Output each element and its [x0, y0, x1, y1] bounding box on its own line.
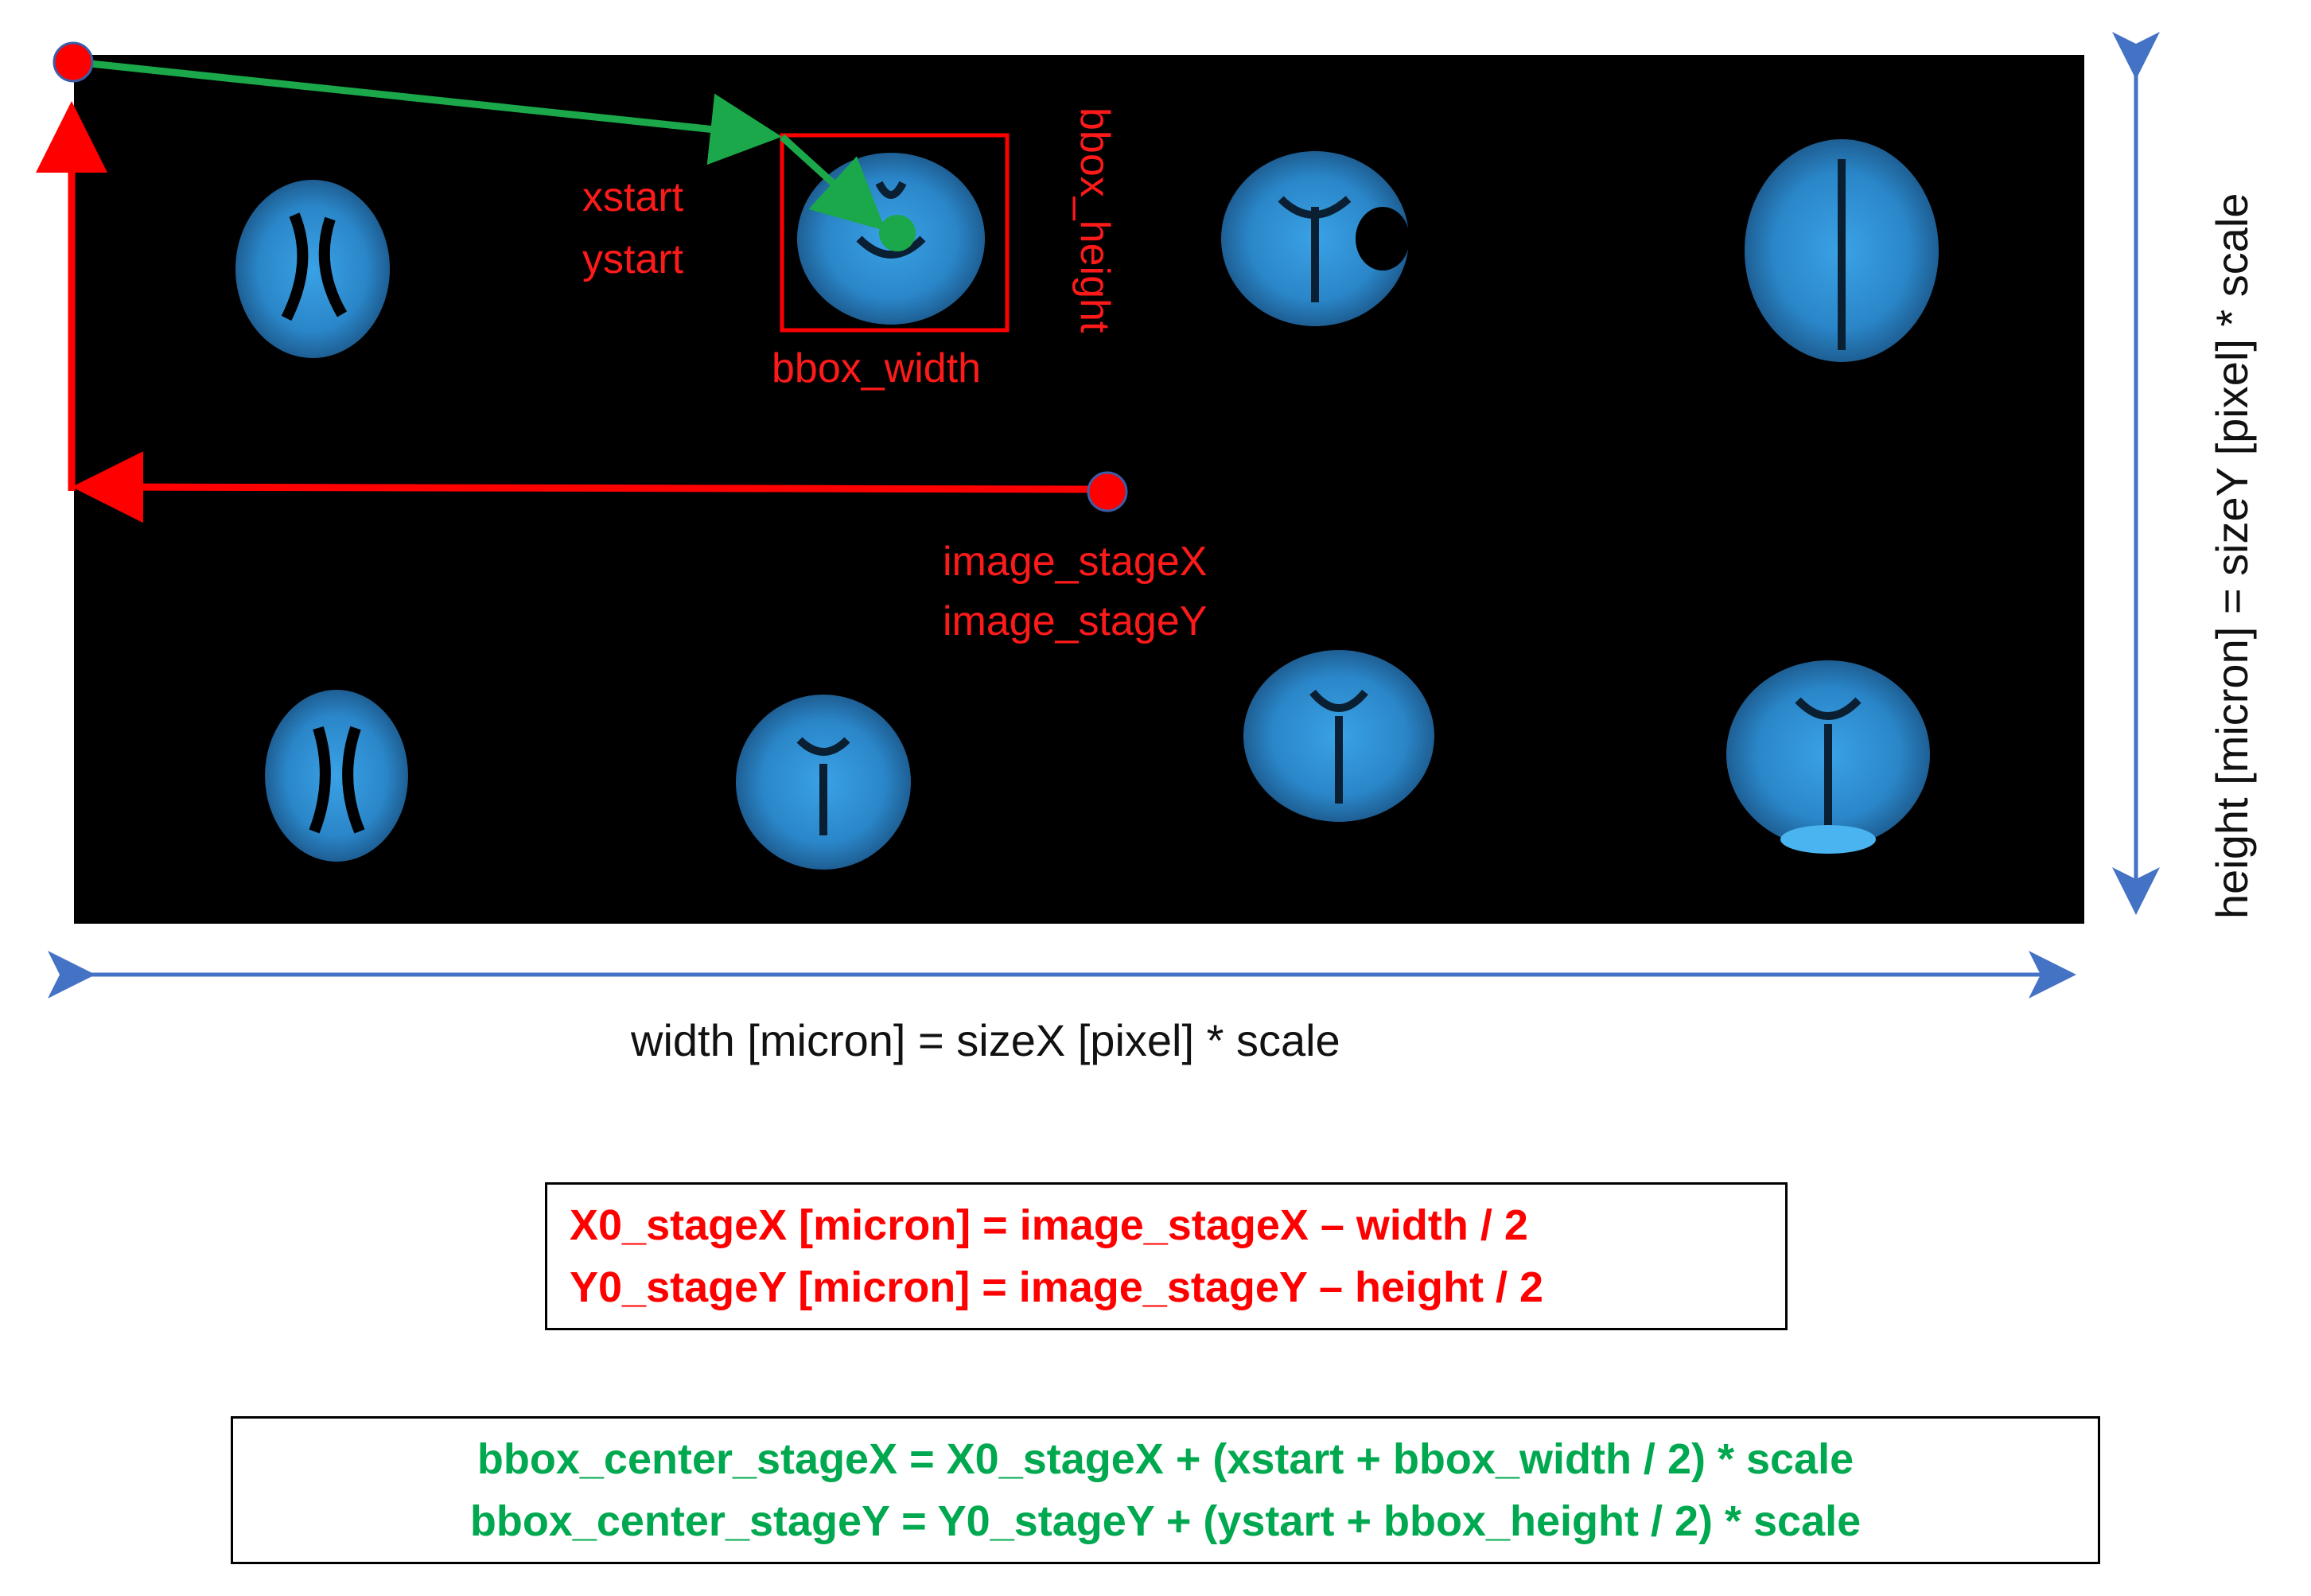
- height-axis-label: height [micron] = sizeY [pixel] * scale: [2207, 193, 2257, 919]
- formula-x0: X0_stageX [micron] = image_stageX – widt…: [570, 1201, 1528, 1249]
- tissue-section-icon: [1243, 650, 1434, 822]
- tissue-section-icon: [1745, 139, 1939, 362]
- formula-bbox-center-x: bbox_center_stageX = X0_stageX + (xstart…: [477, 1435, 1854, 1483]
- red-arrow-horizontal: [72, 451, 1095, 524]
- tissue-section-icon: [736, 695, 911, 870]
- bbox-center-formula-box: bbox_center_stageX = X0_stageX + (xstart…: [231, 1416, 2100, 1564]
- bbox-width-label: bbox_width: [772, 345, 982, 391]
- bbox-center-point-icon: [879, 215, 916, 251]
- image-stagey-label: image_stageY: [943, 598, 1208, 644]
- formula-y0: Y0_stageY [micron] = image_stageY – heig…: [570, 1263, 1543, 1311]
- tissue-section-icon: [265, 690, 408, 862]
- image-stagex-label: image_stageX: [943, 539, 1208, 585]
- origin-formula-box: X0_stageX [micron] = image_stageX – widt…: [545, 1182, 1788, 1330]
- tissue-section-icon: [1221, 151, 1410, 326]
- origin-point-icon: [53, 41, 94, 83]
- xstart-label: xstart: [582, 174, 684, 220]
- ystart-label: ystart: [582, 236, 684, 282]
- bbox-height-label: bbox_height: [1072, 107, 1118, 333]
- green-arrow-to-bbox-corner: [75, 58, 782, 165]
- tissue-section-icon: [235, 180, 390, 358]
- bounding-box: [780, 133, 1010, 333]
- stage-center-point-icon: [1087, 471, 1128, 512]
- tissue-section-icon: [1726, 660, 1930, 854]
- width-axis-label: width [micron] = sizeX [pixel] * scale: [631, 1015, 1340, 1065]
- green-arrow-to-bbox-center: [779, 134, 886, 232]
- formula-bbox-center-y: bbox_center_stageY = Y0_stageY + (ystart…: [469, 1497, 1862, 1545]
